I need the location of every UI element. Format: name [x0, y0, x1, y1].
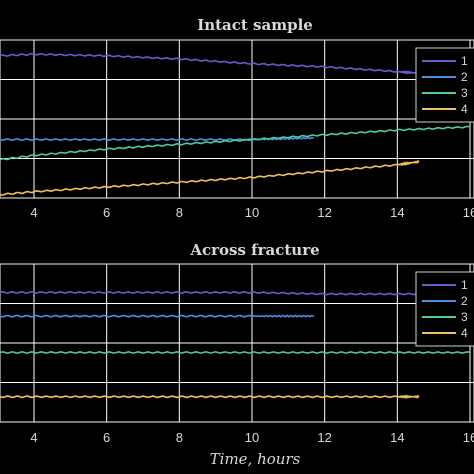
x-tick-label: 8 — [176, 430, 183, 445]
series-line-4 — [0, 160, 420, 196]
legend-label: 4 — [461, 102, 468, 116]
bottom-legend: 1 2 3 4 — [415, 271, 474, 347]
x-tick-label: 12 — [317, 205, 331, 220]
x-tick-label: 10 — [245, 205, 259, 220]
bottom-x-ticks: 4 6 8 10 12 14 16 — [30, 430, 474, 445]
series-line-2 — [0, 314, 314, 318]
legend-label: 2 — [461, 70, 468, 84]
legend-label: 3 — [461, 86, 468, 100]
legend-label: 4 — [461, 326, 468, 340]
top-chart-title: Intact sample — [197, 16, 313, 34]
series-line-3 — [0, 350, 471, 354]
series-line-1 — [0, 290, 471, 296]
x-tick-label: 16 — [463, 430, 474, 445]
x-tick-label: 8 — [176, 205, 183, 220]
top-legend: 1 2 3 4 — [415, 47, 474, 123]
x-tick-label: 14 — [390, 430, 404, 445]
x-tick-label: 12 — [317, 430, 331, 445]
bottom-grid — [0, 264, 474, 422]
bottom-series-group — [0, 290, 471, 400]
x-tick-label: 4 — [30, 430, 37, 445]
legend-label: 3 — [461, 310, 468, 324]
x-tick-label: 10 — [245, 430, 259, 445]
top-series-group — [0, 52, 471, 196]
x-tick-label: 6 — [103, 205, 110, 220]
x-tick-label: 14 — [390, 205, 404, 220]
x-tick-label: 4 — [30, 205, 37, 220]
series-line-4 — [0, 394, 420, 400]
x-axis-label: Time, hours — [210, 450, 301, 468]
legend-label: 2 — [461, 294, 468, 308]
x-tick-label: 6 — [103, 430, 110, 445]
bottom-chart-title: Across fracture — [189, 241, 319, 259]
legend-label: 1 — [461, 54, 468, 68]
top-x-ticks: 4 6 8 10 12 14 16 — [30, 205, 474, 220]
x-tick-label: 16 — [463, 205, 474, 220]
series-line-1 — [0, 52, 420, 75]
series-line-3 — [0, 125, 471, 161]
legend-label: 1 — [461, 278, 468, 292]
